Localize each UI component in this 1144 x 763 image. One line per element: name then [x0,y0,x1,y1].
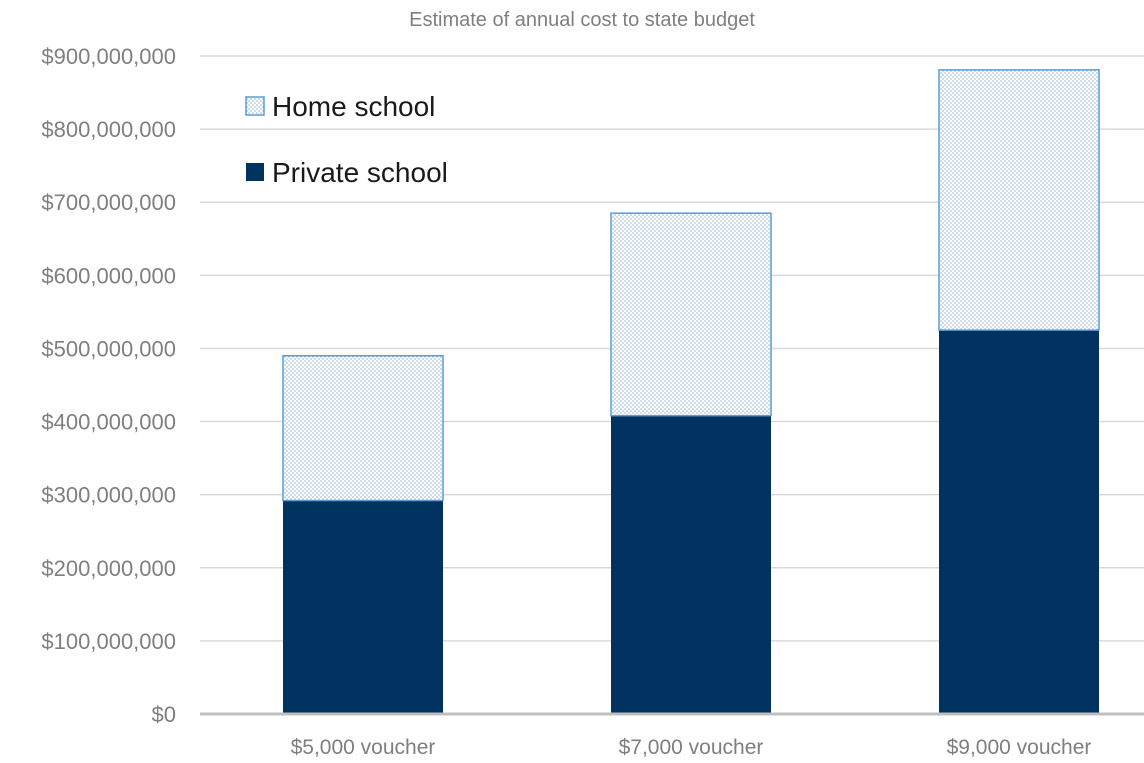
legend-label: Home school [272,91,435,122]
y-tick-label: $0 [152,702,176,727]
y-tick-label: $300,000,000 [41,483,176,508]
legend-swatch-home-school [245,96,265,116]
bar-segment-home-school [938,69,1100,331]
x-category-label: $7,000 voucher [619,736,764,759]
bar-segment-private-school [939,330,1099,714]
legend-label: Private school [272,157,448,188]
y-tick-label: $800,000,000 [41,117,176,142]
x-category-label: $9,000 voucher [947,736,1092,759]
bar-segment-private-school [611,415,771,714]
y-tick-label: $500,000,000 [41,336,176,361]
y-axis-tick-labels: $0 $100,000,000 $200,000,000 $300,000,000 $4… [41,44,176,727]
bars [282,69,1100,714]
y-tick-label: $700,000,000 [41,190,176,215]
y-tick-label: $200,000,000 [41,556,176,581]
x-category-label: $5,000 voucher [291,736,436,759]
chart-title: Estimate of annual cost to state budget [409,9,755,31]
legend: Home school Private school [245,91,448,188]
bar-segment-home-school [610,212,772,417]
legend-swatch-private-school [246,163,264,181]
y-tick-label: $600,000,000 [41,263,176,288]
y-tick-label: $100,000,000 [41,629,176,654]
x-axis-category-labels: $5,000 voucher $7,000 voucher $9,000 vouch… [291,736,1092,759]
y-tick-label: $400,000,000 [41,410,176,435]
bar-segment-private-school [283,500,443,714]
y-tick-label: $900,000,000 [41,44,176,69]
bar-segment-home-school [282,355,444,502]
